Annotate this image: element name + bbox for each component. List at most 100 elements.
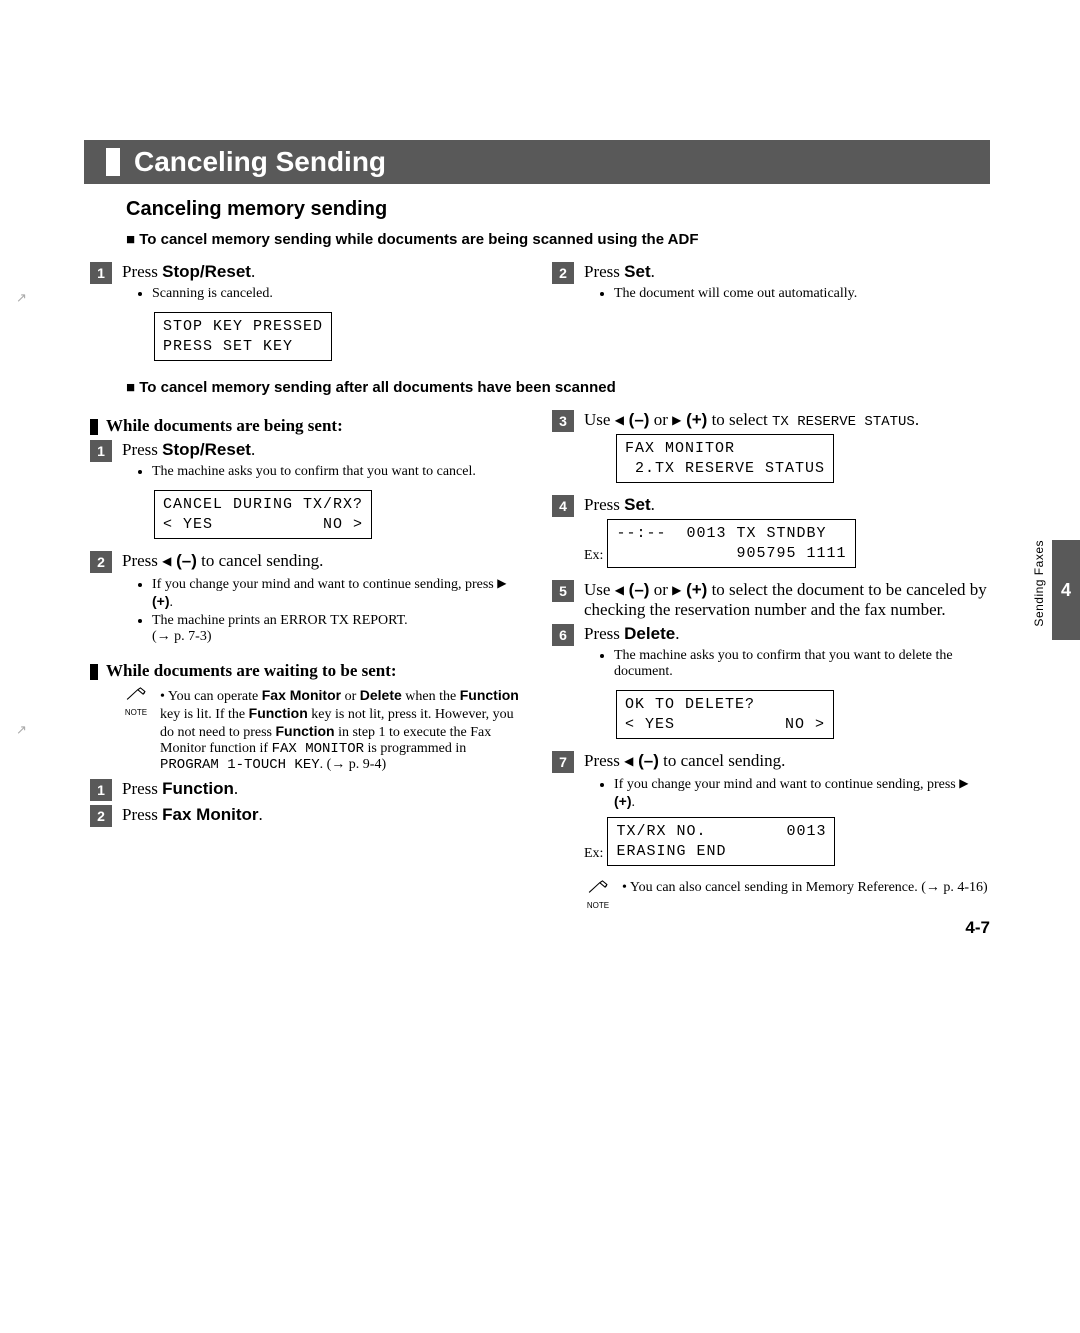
k: (+) [681,580,707,599]
example-label: Ex: [584,846,603,862]
note-text: • You can operate Fax Monitor or Delete … [160,687,528,773]
subsection-head: ■ To cancel memory sending while documen… [126,231,990,248]
t: to cancel sending. [659,751,786,770]
t: to select [707,410,772,429]
t: . (→ p. 9-4) [320,757,387,772]
k: (–) [624,410,650,429]
left-arrow-icon [615,580,624,599]
t: . [651,495,655,514]
step: 6 Press Delete. The machine asks you to … [552,624,990,747]
t: You can also cancel sending in Memory Re… [630,880,988,895]
step-bullet: The machine asks you to confirm that you… [152,464,528,480]
key-name: (+) [152,593,170,609]
t: If you change your mind and want to cont… [152,577,497,592]
page-number: 4-7 [965,918,990,938]
note-icon: NOTE [584,880,612,910]
t: . [170,595,174,610]
t: or [649,580,672,599]
step-bullet: The document will come out automatically… [614,286,990,302]
step: 2 Press Set. The document will come out … [552,262,990,308]
chapter-tab: 4 [1052,540,1080,640]
t: . [632,795,636,810]
t: You can operate [168,689,262,704]
m: PROGRAM 1-TOUCH KEY [160,757,320,773]
right-arrow-icon [672,410,681,429]
lcd-display: FAX MONITOR 2.TX RESERVE STATUS [616,434,834,483]
t: Press [122,262,162,281]
block-marker [90,664,98,680]
step-number: 7 [552,751,574,773]
step-number: 2 [552,262,574,284]
step: 7 Press (–) to cancel sending. If you ch… [552,751,990,874]
step-bullet: The machine asks you to confirm that you… [614,648,990,680]
block-marker [90,419,98,435]
t: Press [584,624,624,643]
corner-mark: ↗ [16,722,27,738]
m: FAX MONITOR [272,741,364,757]
left-arrow-icon [624,751,633,770]
t: The machine prints an ERROR TX REPORT. [152,613,408,628]
t: If you change your mind and want to cont… [614,777,959,792]
t: . [675,624,679,643]
right-arrow-icon [959,777,968,792]
example-label: Ex: [584,548,603,564]
k: Fax Monitor [262,687,341,703]
t: . [234,779,238,798]
step-number: 3 [552,410,574,432]
step-bullet: If you change your mind and want to cont… [152,575,528,611]
t: Press [122,779,162,798]
section-subtitle: Canceling memory sending [126,198,990,221]
left-arrow-icon [162,551,171,570]
note-caption: NOTE [584,901,612,910]
t: Press [122,551,162,570]
t: Use [584,580,615,599]
k: Function [249,705,308,721]
k: (+) [614,793,632,809]
note-text: • You can also cancel sending in Memory … [622,880,988,896]
step-number: 4 [552,495,574,517]
note: NOTE • You can also cancel sending in Me… [584,880,990,910]
k: Delete [360,687,402,703]
subsection-head: ■ To cancel memory sending after all doc… [126,379,990,396]
key-name: Function [162,779,234,798]
key-name: Fax Monitor [162,805,258,824]
step: 2 Press Fax Monitor. [90,805,528,827]
key-name: Set [624,262,650,281]
t: or [341,689,360,704]
t: Press [584,495,624,514]
t: Press [584,751,624,770]
key-name: (–) [171,551,197,570]
step: 1 Press Stop/Reset. Scanning is canceled… [90,262,528,369]
chapter-label: Sending Faxes [1032,540,1046,627]
t: is programmed in [364,741,466,756]
t: . [259,805,263,824]
step: 3 Use (–) or (+) to select TX RESERVE ST… [552,410,990,491]
corner-mark: ↗ [16,290,27,306]
step-text: Press Set. [584,262,990,282]
right-arrow-icon [497,577,506,592]
step-text: Press Set. [584,495,990,515]
step: 2 Press (–) to cancel sending. If you ch… [90,551,528,651]
step-text: Press Function. [122,779,528,799]
step-number: 1 [90,779,112,801]
step-text: Press Fax Monitor. [122,805,528,825]
step-text: Press (–) to cancel sending. [584,751,990,771]
step-number: 1 [90,262,112,284]
mini-section: While documents are being sent: [90,416,528,436]
step-number: 2 [90,805,112,827]
lcd-display: CANCEL DURING TX/RX? < YES NO > [154,490,372,539]
t: key is lit. If the [160,707,249,722]
lcd-display: STOP KEY PRESSED PRESS SET KEY [154,312,332,361]
t: Use [584,410,615,429]
k: (–) [633,751,659,770]
t: . [651,262,655,281]
t: Press [584,262,624,281]
lcd-display: --:-- 0013 TX STNDBY 905795 1111 [607,519,855,568]
page-title-bar: Canceling Sending [84,140,990,184]
step-bullet: Scanning is canceled. [152,286,528,302]
step: 5 Use (–) or (+) to select the document … [552,580,990,620]
step-number: 6 [552,624,574,646]
t: when the [402,689,460,704]
step-bullet: The machine prints an ERROR TX REPORT.(→… [152,613,528,645]
note-icon: NOTE [122,687,150,717]
